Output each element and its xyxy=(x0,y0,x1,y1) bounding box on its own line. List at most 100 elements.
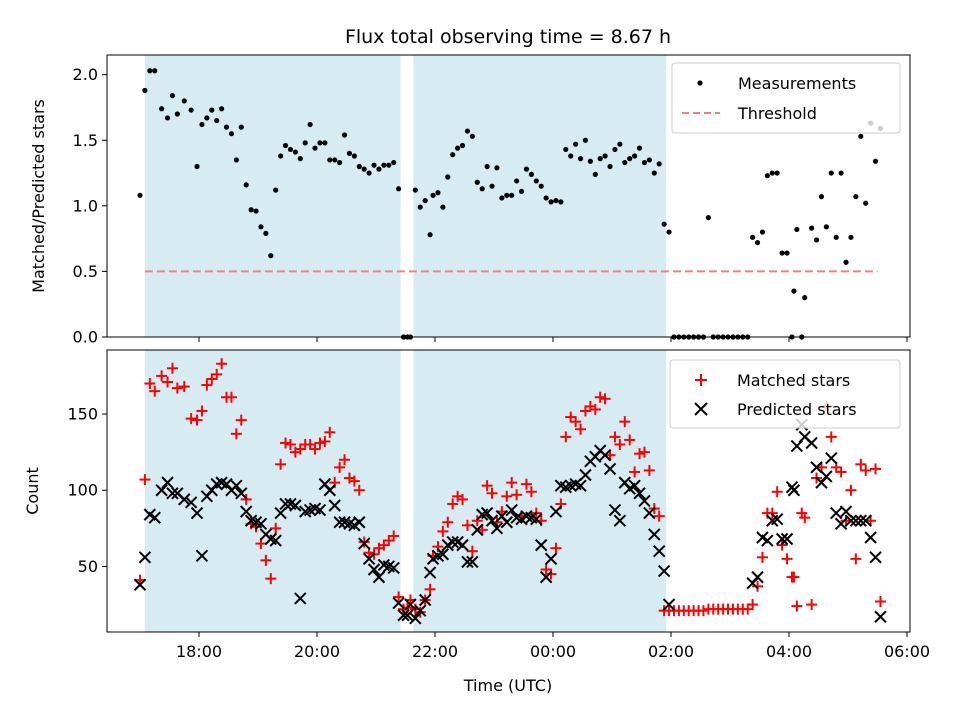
predicted-star-point xyxy=(534,538,548,552)
measurement-point xyxy=(464,128,471,134)
matched-star-point xyxy=(870,463,882,475)
predicted-star-point xyxy=(166,487,179,500)
predicted-star-point xyxy=(834,517,848,530)
matched-star-point xyxy=(424,583,436,595)
x-tick-label: 00:00 xyxy=(530,642,576,661)
matched-star-point xyxy=(550,542,562,554)
measurement-point xyxy=(422,197,428,204)
measurement-point xyxy=(769,170,775,176)
predicted-star-point xyxy=(574,479,587,492)
matched-star-point xyxy=(216,358,228,370)
predicted-star-point xyxy=(323,484,336,497)
predicted-star-point xyxy=(780,532,794,546)
matched-star-point xyxy=(486,487,498,499)
y-tick-label: 150 xyxy=(67,405,98,424)
matched-star-point xyxy=(599,393,611,405)
measurement-point xyxy=(823,224,829,230)
predicted-star-point xyxy=(864,531,877,544)
predicted-star-point xyxy=(859,514,872,527)
predicted-star-point xyxy=(269,534,282,547)
predicted-star-point xyxy=(869,551,882,564)
measurement-point xyxy=(341,132,348,138)
matched-star-point xyxy=(314,437,326,449)
matched-star-point xyxy=(614,439,626,451)
measurement-point xyxy=(455,145,461,151)
matched-star-point xyxy=(260,554,272,566)
measurement-point xyxy=(853,194,859,200)
measurement-point xyxy=(322,140,328,146)
matched-star-point xyxy=(149,385,161,397)
measurement-point xyxy=(223,124,230,130)
measurement-point xyxy=(233,157,239,163)
top-legend: Measurements Threshold xyxy=(671,62,901,134)
matched-star-point xyxy=(481,480,493,492)
predicted-star-point xyxy=(404,598,417,611)
measurement-point xyxy=(238,124,244,130)
predicted-star-point xyxy=(829,506,843,520)
measurement-point xyxy=(469,133,475,139)
matched-star-point xyxy=(437,525,449,537)
measurement-point xyxy=(661,221,667,227)
matched-star-point xyxy=(855,458,867,470)
measurement-point xyxy=(287,146,294,153)
matched-star-point xyxy=(284,439,296,451)
matched-star-point xyxy=(139,474,151,486)
matched-star-point xyxy=(511,489,523,501)
measurement-point xyxy=(582,137,589,143)
predicted-star-point xyxy=(155,484,168,497)
x-tick-label: 06:00 xyxy=(884,642,930,661)
measurement-point xyxy=(548,199,554,205)
matched-star-point xyxy=(334,461,346,473)
measurement-point xyxy=(219,106,225,112)
predicted-star-point xyxy=(230,479,243,492)
measurement-point xyxy=(371,162,377,168)
measurement-point xyxy=(612,146,618,153)
measurement-point xyxy=(450,152,456,158)
predicted-star-point xyxy=(184,496,198,509)
measurement-point xyxy=(199,121,205,128)
measurement-point xyxy=(273,187,279,193)
measurement-point xyxy=(427,232,433,238)
matched-star-point xyxy=(275,458,287,470)
measurement-point xyxy=(253,208,259,214)
predicted-star-point xyxy=(657,564,671,578)
legend-marker-measurements xyxy=(697,80,703,86)
predicted-star-point xyxy=(874,610,887,623)
y-tick-label: 1.5 xyxy=(73,131,98,150)
predicted-star-point xyxy=(418,593,432,607)
predicted-star-point xyxy=(456,538,469,552)
matched-star-point xyxy=(447,498,459,510)
predicted-star-point xyxy=(638,494,651,508)
measurement-point xyxy=(258,224,264,230)
matched-star-point xyxy=(545,568,557,580)
measurement-point xyxy=(243,182,249,188)
matched-star-point xyxy=(624,434,636,446)
measurement-point xyxy=(509,192,515,198)
predicted-star-point xyxy=(849,514,863,527)
top-axes-frame xyxy=(106,54,911,338)
measurement-point xyxy=(523,166,530,172)
bottom-x-ticks: 18:00 20:00 22:00 00:00 02:00 04:00 06:00 xyxy=(176,632,930,661)
predicted-star-point xyxy=(825,452,838,465)
measurement-point xyxy=(292,149,298,155)
matched-star-point xyxy=(747,599,759,611)
predicted-star-point xyxy=(787,484,801,497)
matched-star-point xyxy=(634,448,646,460)
predicted-star-point xyxy=(844,514,858,527)
x-axis-label: Time (UTC) xyxy=(463,676,552,695)
predicted-star-point xyxy=(279,497,292,511)
predicted-star-point xyxy=(633,487,646,500)
predicted-star-point xyxy=(138,551,152,564)
shaded-interval xyxy=(144,55,401,337)
predicted-star-point xyxy=(466,555,479,569)
matched-star-point xyxy=(629,466,641,478)
measurement-point xyxy=(597,156,603,162)
measurement-point xyxy=(440,204,446,210)
measurement-point xyxy=(528,171,534,177)
measurement-point xyxy=(627,156,633,162)
measurement-point xyxy=(779,250,785,256)
matched-star-point xyxy=(781,553,793,565)
matched-star-point xyxy=(178,381,190,393)
measurement-point xyxy=(445,174,451,180)
predicted-star-point xyxy=(148,511,161,524)
